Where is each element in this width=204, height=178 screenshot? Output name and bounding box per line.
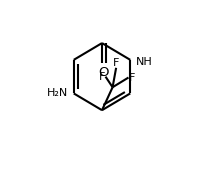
Text: F: F xyxy=(113,58,119,68)
Text: F: F xyxy=(99,72,105,82)
Text: F: F xyxy=(129,72,135,83)
Text: O: O xyxy=(99,66,109,79)
Text: NH: NH xyxy=(135,57,152,67)
Text: H₂N: H₂N xyxy=(47,88,69,98)
